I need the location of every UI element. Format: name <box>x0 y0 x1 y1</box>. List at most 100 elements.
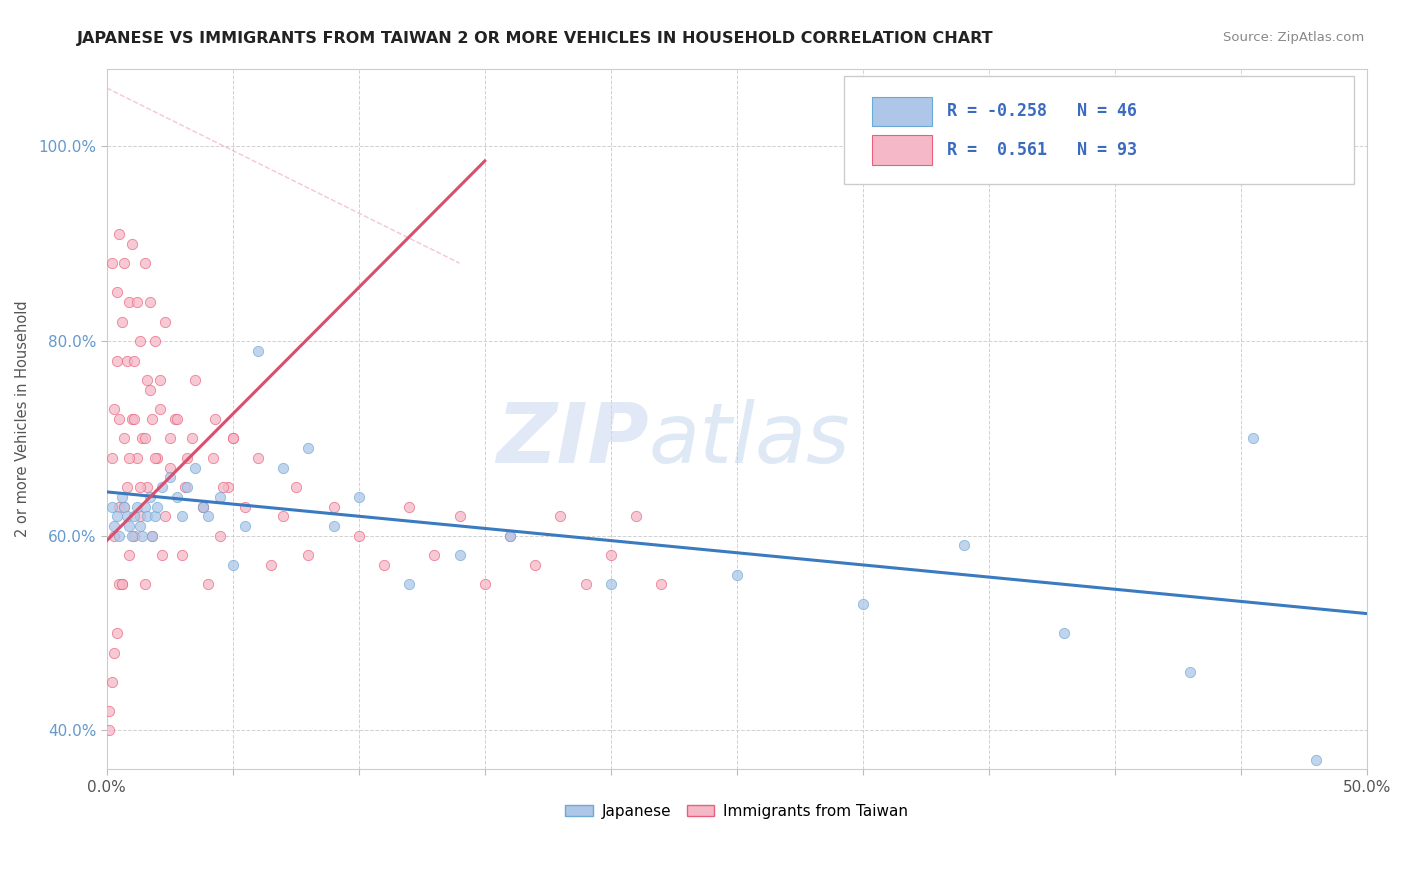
Point <box>373 558 395 572</box>
Point <box>128 519 150 533</box>
Point <box>98 704 121 718</box>
Point <box>398 577 420 591</box>
Point <box>159 431 181 445</box>
Point <box>166 490 188 504</box>
FancyBboxPatch shape <box>872 96 932 126</box>
Point <box>235 519 257 533</box>
Point <box>103 519 125 533</box>
Point <box>105 626 128 640</box>
Y-axis label: 2 or more Vehicles in Household: 2 or more Vehicles in Household <box>15 301 30 537</box>
Point <box>222 431 245 445</box>
Point <box>143 334 166 348</box>
Point <box>271 509 294 524</box>
Point <box>197 509 219 524</box>
Point <box>222 558 245 572</box>
Point <box>209 529 232 543</box>
Point <box>259 558 281 572</box>
FancyBboxPatch shape <box>872 135 932 164</box>
Point <box>423 548 446 562</box>
Point <box>111 490 134 504</box>
Text: R =  0.561   N = 93: R = 0.561 N = 93 <box>948 141 1137 159</box>
Point <box>246 450 269 465</box>
Point <box>449 548 471 562</box>
Text: R = -0.258   N = 46: R = -0.258 N = 46 <box>948 103 1137 120</box>
Point <box>134 577 156 591</box>
Point <box>112 500 135 514</box>
Point <box>149 402 172 417</box>
Text: JAPANESE VS IMMIGRANTS FROM TAIWAN 2 OR MORE VEHICLES IN HOUSEHOLD CORRELATION C: JAPANESE VS IMMIGRANTS FROM TAIWAN 2 OR … <box>77 31 994 46</box>
Point <box>111 315 134 329</box>
Point <box>108 500 131 514</box>
Point <box>197 577 219 591</box>
Point <box>297 441 319 455</box>
Point <box>134 256 156 270</box>
Point <box>191 500 214 514</box>
Point <box>101 674 124 689</box>
FancyBboxPatch shape <box>844 76 1354 184</box>
Point <box>204 412 226 426</box>
Text: atlas: atlas <box>648 400 851 481</box>
Point <box>112 431 135 445</box>
Point <box>131 529 153 543</box>
Point <box>852 597 875 611</box>
Point <box>650 577 672 591</box>
Point <box>599 577 621 591</box>
Point <box>1053 626 1076 640</box>
Point <box>141 412 163 426</box>
Point <box>624 509 647 524</box>
Point <box>209 490 232 504</box>
Point <box>115 353 138 368</box>
Point <box>172 509 194 524</box>
Point <box>101 500 124 514</box>
Point <box>166 412 188 426</box>
Point <box>201 450 224 465</box>
Point <box>176 480 198 494</box>
Point <box>124 353 146 368</box>
Point <box>191 500 214 514</box>
Point <box>124 412 146 426</box>
Point <box>128 334 150 348</box>
Point <box>134 500 156 514</box>
Point <box>163 412 186 426</box>
Point <box>125 450 148 465</box>
Point <box>952 538 974 552</box>
Point <box>499 529 522 543</box>
Point <box>108 577 131 591</box>
Point <box>141 529 163 543</box>
Point <box>136 480 159 494</box>
Point <box>108 412 131 426</box>
Point <box>118 295 141 310</box>
Point <box>111 577 134 591</box>
Point <box>599 548 621 562</box>
Point <box>138 295 160 310</box>
Point <box>101 450 124 465</box>
Point <box>121 529 143 543</box>
Text: Source: ZipAtlas.com: Source: ZipAtlas.com <box>1223 31 1364 45</box>
Point <box>143 450 166 465</box>
Point <box>105 509 128 524</box>
Point <box>105 353 128 368</box>
Point <box>173 480 195 494</box>
Point <box>474 577 496 591</box>
Point <box>347 490 370 504</box>
Point <box>550 509 572 524</box>
Point <box>138 490 160 504</box>
Point <box>108 227 131 241</box>
Point <box>1305 753 1327 767</box>
Point <box>211 480 233 494</box>
Point <box>159 460 181 475</box>
Point <box>118 450 141 465</box>
Point <box>112 256 135 270</box>
Point <box>172 548 194 562</box>
Point <box>141 529 163 543</box>
Point <box>128 509 150 524</box>
Point <box>124 509 146 524</box>
Point <box>149 373 172 387</box>
Point <box>449 509 471 524</box>
Point <box>121 412 143 426</box>
Point <box>103 646 125 660</box>
Point <box>118 519 141 533</box>
Point <box>322 500 344 514</box>
Point <box>235 500 257 514</box>
Point <box>150 480 173 494</box>
